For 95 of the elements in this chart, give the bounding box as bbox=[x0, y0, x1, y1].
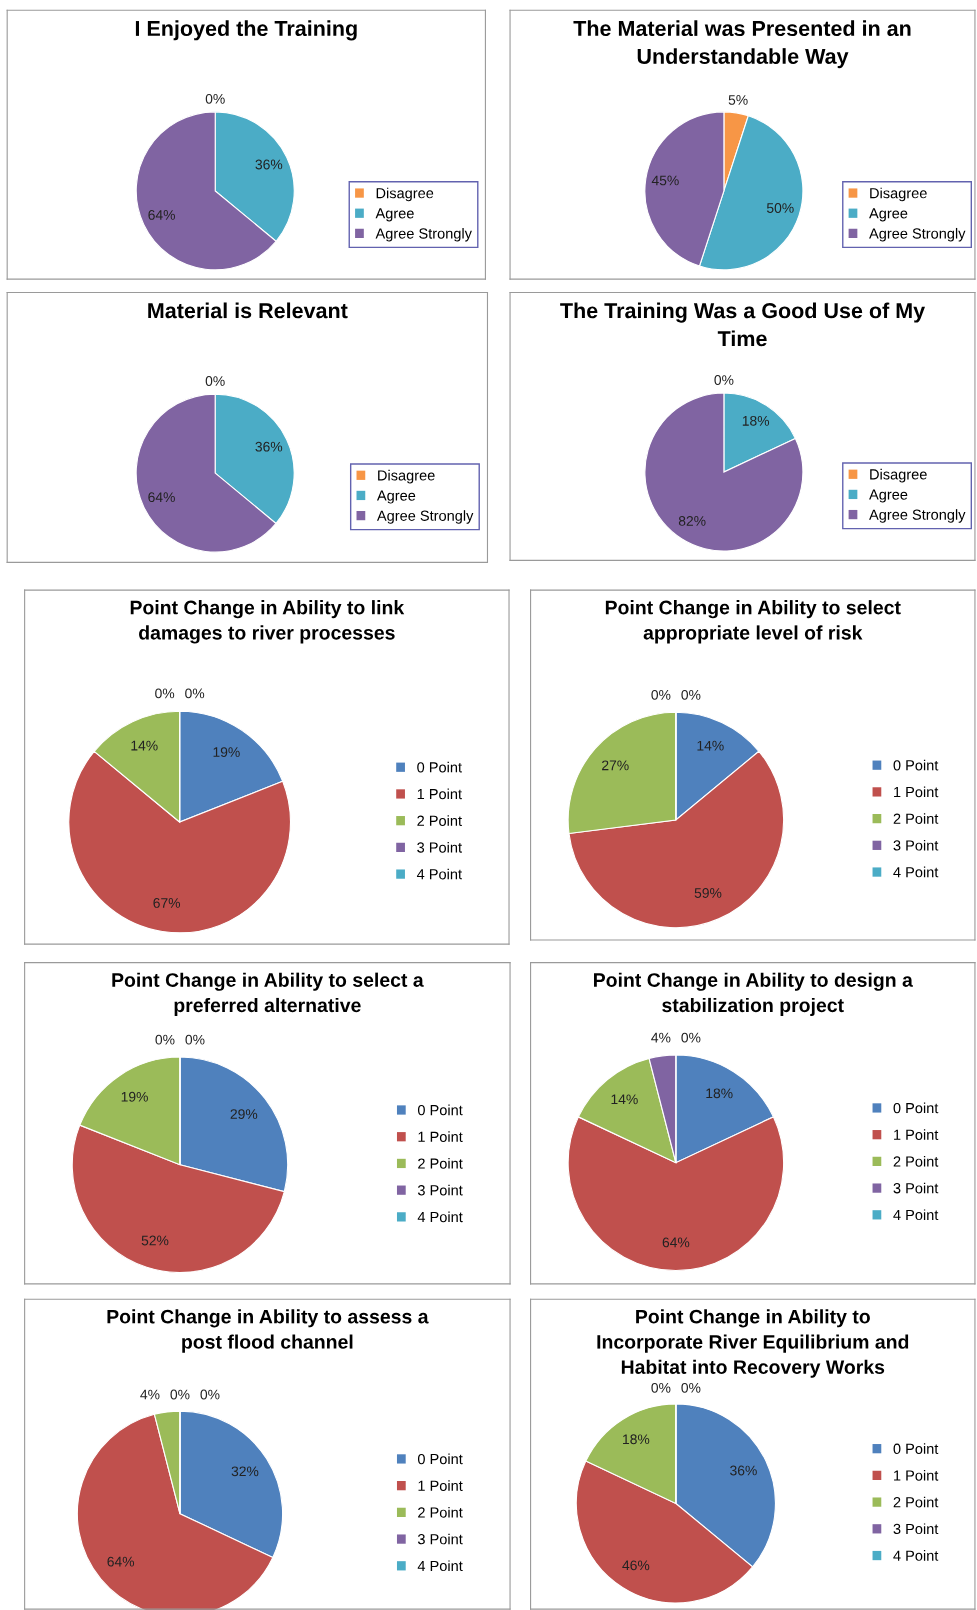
data-label: 19% bbox=[213, 747, 240, 758]
legend-label: Agree Strongly bbox=[376, 510, 474, 524]
text: 0% bbox=[205, 93, 225, 104]
legend-label: Agree Strongly bbox=[375, 227, 472, 242]
legend-label: 1 Point bbox=[418, 1480, 463, 1491]
legend-label: 0 Point bbox=[417, 761, 462, 773]
legend-label: 3 Point bbox=[417, 1184, 463, 1196]
data-label: 19% bbox=[121, 1091, 148, 1102]
chart-title: Point Change in Ability to select a preferred alternative bbox=[112, 972, 424, 1017]
legend-label: 1 Point bbox=[418, 1131, 463, 1142]
data-label: 18% bbox=[742, 415, 770, 426]
text: 0% bbox=[155, 1034, 175, 1045]
legend-label: 4 Point bbox=[417, 1211, 463, 1223]
text: 0% bbox=[681, 689, 701, 700]
data-label: 14% bbox=[131, 740, 158, 751]
legend-label: 3 Point bbox=[893, 1523, 939, 1535]
chart-title: Point Change in Ability to link damages to river processes bbox=[130, 600, 405, 644]
legend-label: 0 Point bbox=[417, 1104, 463, 1116]
data-label: 14% bbox=[697, 740, 724, 751]
data-label: 32% bbox=[231, 1466, 259, 1477]
legend-label: 2 Point bbox=[417, 815, 462, 826]
text: 0% bbox=[155, 688, 175, 699]
text: 0% bbox=[185, 1034, 205, 1045]
legend-label: 4 Point bbox=[893, 866, 939, 878]
data-label: 64% bbox=[148, 492, 175, 503]
chart-title: The Training Was a Good Use of My Time bbox=[560, 302, 925, 347]
data-label: 36% bbox=[730, 1465, 757, 1476]
legend-label: Disagree bbox=[376, 187, 434, 202]
data-label: 18% bbox=[623, 1434, 650, 1445]
legend-label: Agree Strongly bbox=[869, 227, 966, 242]
legend-label: Agree Strongly bbox=[869, 509, 966, 523]
text: 0% bbox=[170, 1389, 190, 1400]
pie-slice bbox=[644, 392, 804, 552]
data-label: 36% bbox=[255, 441, 283, 452]
legend-label: 1 Point bbox=[894, 786, 939, 798]
legend-label: 1 Point bbox=[894, 1129, 939, 1140]
data-label: 67% bbox=[153, 898, 181, 908]
legend-label: Disagree bbox=[870, 468, 927, 483]
legend-label: 3 Point bbox=[417, 841, 462, 853]
chart-title: The Material was Presented in an Understandable Way bbox=[573, 20, 911, 69]
legend-label: 2 Point bbox=[418, 1506, 463, 1518]
data-label: 4% bbox=[651, 1032, 671, 1043]
data-label: 45% bbox=[651, 175, 679, 186]
text: 0% bbox=[185, 688, 205, 699]
data-label: 46% bbox=[622, 1560, 650, 1571]
legend-label: Disagree bbox=[870, 187, 927, 202]
legend-label: Agree bbox=[869, 489, 908, 503]
data-label: 52% bbox=[141, 1235, 169, 1246]
chart-title: I Enjoyed the Training bbox=[135, 20, 357, 41]
legend-label: 4 Point bbox=[893, 1209, 939, 1221]
legend-label: 3 Point bbox=[893, 839, 939, 851]
chart-title: Point Change in Ability to select appropriate level of risk bbox=[605, 600, 901, 644]
chart-title: Material is Relevant bbox=[148, 302, 348, 319]
legend-label: 0 Point bbox=[893, 1443, 939, 1454]
text: 0% bbox=[200, 1389, 220, 1400]
legend-label: 0 Point bbox=[893, 1102, 939, 1114]
chart-title: Point Change in Ability to design a stabilization project bbox=[594, 972, 913, 1017]
legend-label: 2 Point bbox=[893, 813, 939, 824]
legend-label: 0 Point bbox=[893, 759, 939, 771]
data-label: 50% bbox=[766, 203, 794, 213]
legend-label: 1 Point bbox=[417, 788, 462, 800]
chart-title: Point Change in Ability to Incorporate River Equilibrium and Habitat into Recovery Works bbox=[597, 1309, 909, 1378]
data-label: 4% bbox=[140, 1389, 160, 1400]
text: 0% bbox=[651, 689, 671, 700]
legend-label: 4 Point bbox=[417, 1560, 463, 1572]
legend-label: 2 Point bbox=[893, 1155, 939, 1167]
legend-label: Agree bbox=[869, 208, 908, 222]
legend-label: 4 Point bbox=[893, 1550, 939, 1561]
data-label: 64% bbox=[662, 1237, 690, 1248]
text: 0% bbox=[681, 1382, 701, 1393]
data-label: 64% bbox=[107, 1556, 135, 1567]
legend-label: 2 Point bbox=[893, 1496, 939, 1508]
legend-label: 4 Point bbox=[416, 868, 462, 880]
legend-label: Disagree bbox=[378, 469, 435, 484]
legend-label: 3 Point bbox=[417, 1533, 463, 1545]
text: 0% bbox=[681, 1032, 701, 1043]
legend-label: 1 Point bbox=[894, 1469, 939, 1481]
legend-label: Agree bbox=[376, 490, 416, 504]
chart-title: Point Change in Ability to assess a post flood channel bbox=[107, 1309, 429, 1353]
text: 0% bbox=[205, 376, 225, 386]
legend-label: 2 Point bbox=[418, 1158, 463, 1169]
legend-label: Agree bbox=[375, 208, 414, 222]
data-label: 14% bbox=[611, 1094, 638, 1105]
data-label: 27% bbox=[602, 760, 629, 771]
data-label: 36% bbox=[255, 159, 283, 170]
data-label: 64% bbox=[148, 210, 175, 220]
data-label: 18% bbox=[706, 1088, 733, 1099]
legend-label: 0 Point bbox=[417, 1453, 463, 1465]
data-label: 5% bbox=[728, 95, 748, 105]
data-label: 82% bbox=[678, 516, 706, 526]
data-label: 29% bbox=[230, 1109, 258, 1119]
legend-label: 3 Point bbox=[893, 1182, 939, 1194]
data-label: 59% bbox=[694, 888, 722, 898]
text: 0% bbox=[651, 1382, 671, 1393]
text: 0% bbox=[714, 375, 734, 385]
